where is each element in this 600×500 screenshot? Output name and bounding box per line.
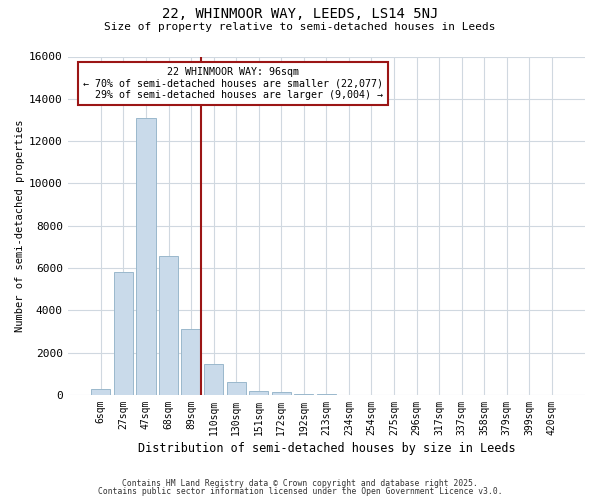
Bar bbox=[317, 394, 336, 395]
Bar bbox=[294, 394, 313, 395]
Bar bbox=[159, 256, 178, 395]
Bar bbox=[272, 392, 291, 395]
Bar bbox=[114, 272, 133, 395]
Text: Contains HM Land Registry data © Crown copyright and database right 2025.: Contains HM Land Registry data © Crown c… bbox=[122, 478, 478, 488]
Bar bbox=[204, 364, 223, 395]
Text: Size of property relative to semi-detached houses in Leeds: Size of property relative to semi-detach… bbox=[104, 22, 496, 32]
Y-axis label: Number of semi-detached properties: Number of semi-detached properties bbox=[15, 120, 25, 332]
X-axis label: Distribution of semi-detached houses by size in Leeds: Distribution of semi-detached houses by … bbox=[137, 442, 515, 455]
Bar bbox=[249, 390, 268, 395]
Text: Contains public sector information licensed under the Open Government Licence v3: Contains public sector information licen… bbox=[98, 487, 502, 496]
Bar bbox=[91, 388, 110, 395]
Bar bbox=[136, 118, 155, 395]
Text: 22, WHINMOOR WAY, LEEDS, LS14 5NJ: 22, WHINMOOR WAY, LEEDS, LS14 5NJ bbox=[162, 8, 438, 22]
Bar bbox=[181, 330, 200, 395]
Text: 22 WHINMOOR WAY: 96sqm
← 70% of semi-detached houses are smaller (22,077)
  29% : 22 WHINMOOR WAY: 96sqm ← 70% of semi-det… bbox=[83, 66, 383, 100]
Bar bbox=[227, 382, 246, 395]
